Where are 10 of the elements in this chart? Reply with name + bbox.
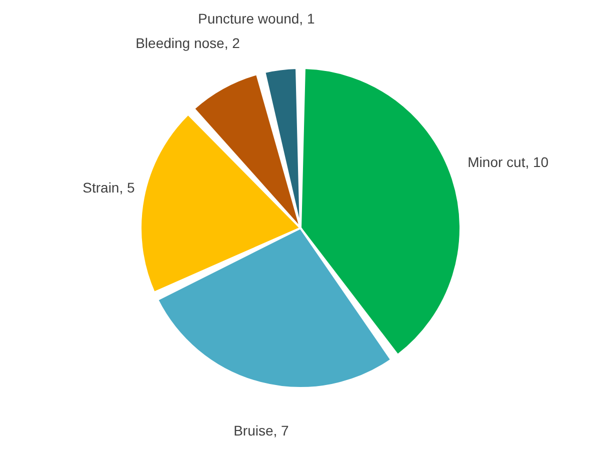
data-label: , 10	[525, 154, 549, 170]
data-label: , 5	[119, 180, 135, 196]
slice-label: Bleeding nose	[136, 34, 225, 51]
data-label: , 2	[224, 34, 240, 51]
slice-label: Puncture wound	[198, 10, 300, 27]
slice-label: Bruise	[234, 422, 274, 438]
data-label: , 1	[299, 10, 315, 27]
data-label: , 7	[273, 422, 290, 438]
slice-label: Minor cut	[468, 154, 526, 170]
slice-label: Strain	[82, 180, 120, 196]
